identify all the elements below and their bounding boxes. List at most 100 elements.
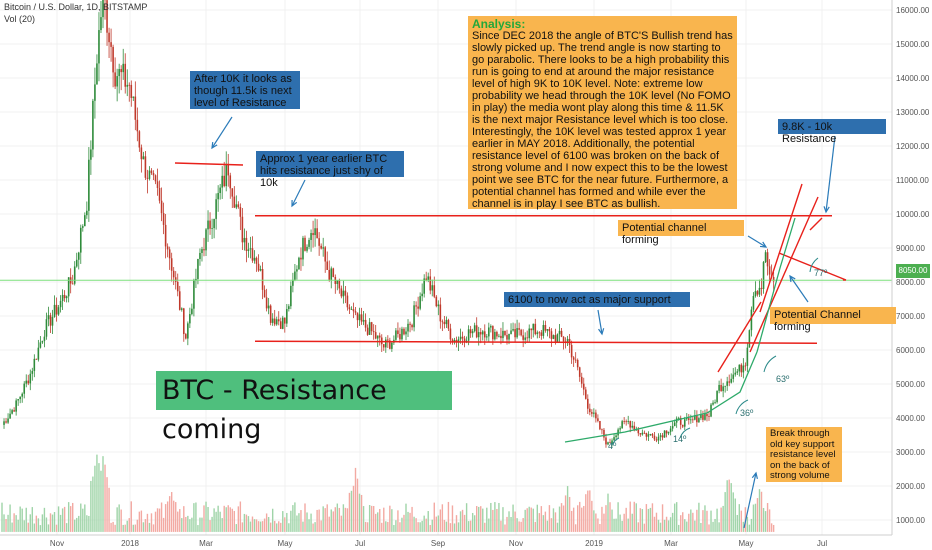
candle-body [288,306,290,310]
candle-body [649,434,652,435]
candle-body [290,285,292,307]
volume-bar [724,492,726,532]
candle-body [31,370,34,374]
volume-bar [160,502,163,532]
volume-bar [619,514,621,532]
candle-body [433,285,436,297]
candle-body [574,359,577,361]
candle-body [409,323,411,325]
arrow-support-6100-head [598,328,605,336]
candle-body [730,378,733,383]
candle-body [631,425,634,428]
volume-bar [635,503,637,532]
volume-bar [449,523,452,532]
arrow-resistance-10k [825,135,836,213]
candle-body [593,412,595,414]
volume-bar [130,501,132,532]
candle-body [556,334,559,343]
volume-bar [241,522,244,532]
candle-body [714,402,716,403]
volume-bar [265,513,268,532]
volume-bar [92,476,94,532]
volume-bar [625,507,627,532]
volume-bar [516,518,518,532]
candle-body [73,266,76,284]
candle-body [203,249,205,251]
volume-bar [284,517,286,532]
volume-bar [671,512,674,532]
volume-bar [201,517,203,532]
candle-body [261,269,264,290]
candle-body [609,442,611,444]
volume-bar [700,522,702,532]
volume-bar [308,519,310,532]
candle-body [281,317,284,329]
volume-bar [259,521,262,532]
candle-body [229,175,232,189]
candle-body [348,307,351,310]
volume-bar [453,523,456,532]
angle-arc [679,427,691,439]
candle-body [37,347,40,360]
volume-bar [770,523,773,532]
volume-bar [354,467,357,532]
volume-bar [13,513,15,532]
candle-body [51,316,54,326]
volume-bar [124,524,126,532]
volume-bar [114,524,116,532]
candle-body [589,408,591,413]
volume-bar [122,524,124,532]
volume-bar [255,519,258,532]
volume-bar [154,511,157,532]
volume-bar [639,508,642,532]
current-price-tag: 8050.00 [896,264,930,278]
candle-body [726,381,728,386]
candle-body [146,177,149,179]
candle-body [635,429,638,431]
volume-bar [59,514,62,532]
candle-body [403,328,405,335]
volume-bar [156,508,159,532]
candle-body [82,226,84,228]
y-tick-label: 8000.00 [896,278,925,287]
candle-body [518,328,520,330]
candle-body [621,421,623,429]
volume-bar [522,518,524,532]
volume-bar [566,486,569,532]
volume-bar [330,509,332,532]
candle-body [387,339,389,341]
candle-body [659,435,662,437]
candle-body [492,326,494,340]
volume-bar [397,510,399,532]
x-tick-label: Sep [431,539,446,548]
candle-body [651,434,654,436]
x-tick-label: May [738,539,753,548]
candle-body [152,173,155,176]
volume-bar [413,516,415,532]
volume-bar [734,498,736,532]
volume-bar [336,503,339,532]
volume-bar [722,505,724,532]
volume-bar [181,518,183,532]
volume-bar [570,510,573,532]
candle-body [601,429,603,431]
volume-bar [587,490,589,532]
angle-arc [763,355,777,373]
volume-bar [233,510,235,532]
volume-bar [344,507,347,532]
candle-body [754,291,757,296]
candle-body [130,84,133,98]
volume-bar [29,514,31,532]
candle-body [376,335,379,339]
candle-body [439,304,442,322]
candle-body [510,330,512,334]
volume-bar [1,502,3,532]
x-tick-label: Mar [199,539,213,548]
volume-bar [465,503,468,532]
volume-bar [142,522,145,532]
volume-bar [274,520,276,532]
volume-bar [651,503,654,532]
analysis-box: Analysis: Since DEC 2018 the angle of BT… [468,16,737,210]
volume-bar [506,516,508,532]
candle-body [696,415,698,423]
